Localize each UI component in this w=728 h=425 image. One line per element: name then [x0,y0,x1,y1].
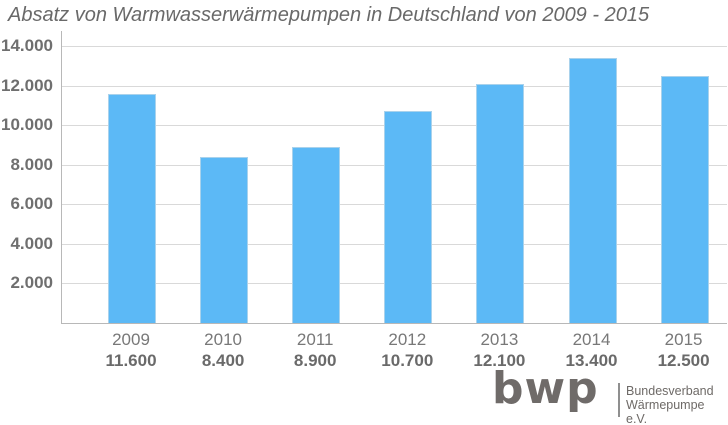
value-label: 13.400 [565,351,618,370]
chart-title: Absatz von Warmwasserwärmepumpen in Deut… [8,4,650,26]
y-axis-labels: 2.000 4.000 6.000 8.000 10.000 12.000 14.000 [0,31,53,323]
logo-divider [618,383,620,417]
bar-2014 [568,57,617,323]
x-category-2014: 2014 13.400 [542,329,642,372]
x-category-2015: 2015 12.500 [634,329,728,372]
x-category-2013: 2013 12.100 [449,329,549,372]
bar-2010 [200,156,249,323]
logo-text: Bundesverband Wärmepumpe e.V. [626,384,720,425]
x-axis-labels: 2009 11.600 2010 8.400 2011 8.900 2012 10.700 20… [61,329,726,377]
y-tick-label: 8.000 [10,154,53,174]
bwp-logo-mark: bwp [492,363,599,414]
bar-2011 [292,146,341,323]
year-label: 2012 [388,330,427,349]
y-tick-label: 10.000 [1,115,53,135]
value-label: 12.500 [657,351,710,370]
year-label: 2014 [572,330,611,349]
bwp-logo: bwp Bundesverband Wärmepumpe e.V. [492,363,720,425]
x-category-2010: 2010 8.400 [173,329,273,372]
year-label: 2010 [204,330,242,349]
logo-text-line1: Bundesverband [626,384,714,398]
year-label: 2011 [296,330,334,349]
bar-2013 [476,83,525,323]
y-tick-label: 2.000 [10,273,53,293]
y-tick-label: 4.000 [10,233,53,253]
x-category-2012: 2012 10.700 [357,329,457,372]
plot-area [61,31,727,324]
x-category-2011: 2011 8.900 [265,329,365,372]
bar-2009 [108,93,156,323]
year-label: 2013 [480,330,519,349]
x-category-2009: 2009 11.600 [81,329,181,372]
y-tick-label: 14.000 [1,36,53,55]
value-label: 10.700 [381,351,434,370]
bar-2012 [384,111,433,323]
year-label: 2015 [664,330,703,349]
value-label: 8.400 [201,351,245,370]
value-label: 8.900 [293,351,337,370]
value-label: 12.100 [473,351,526,370]
logo-text-line2: Wärmepumpe e.V. [626,398,705,425]
y-tick-label: 6.000 [10,194,53,214]
y-tick-label: 12.000 [1,75,53,95]
year-label: 2009 [112,330,150,349]
gridline [62,46,727,47]
bar-2015 [660,75,709,323]
gridline [62,85,727,87]
value-label: 11.600 [105,351,157,370]
